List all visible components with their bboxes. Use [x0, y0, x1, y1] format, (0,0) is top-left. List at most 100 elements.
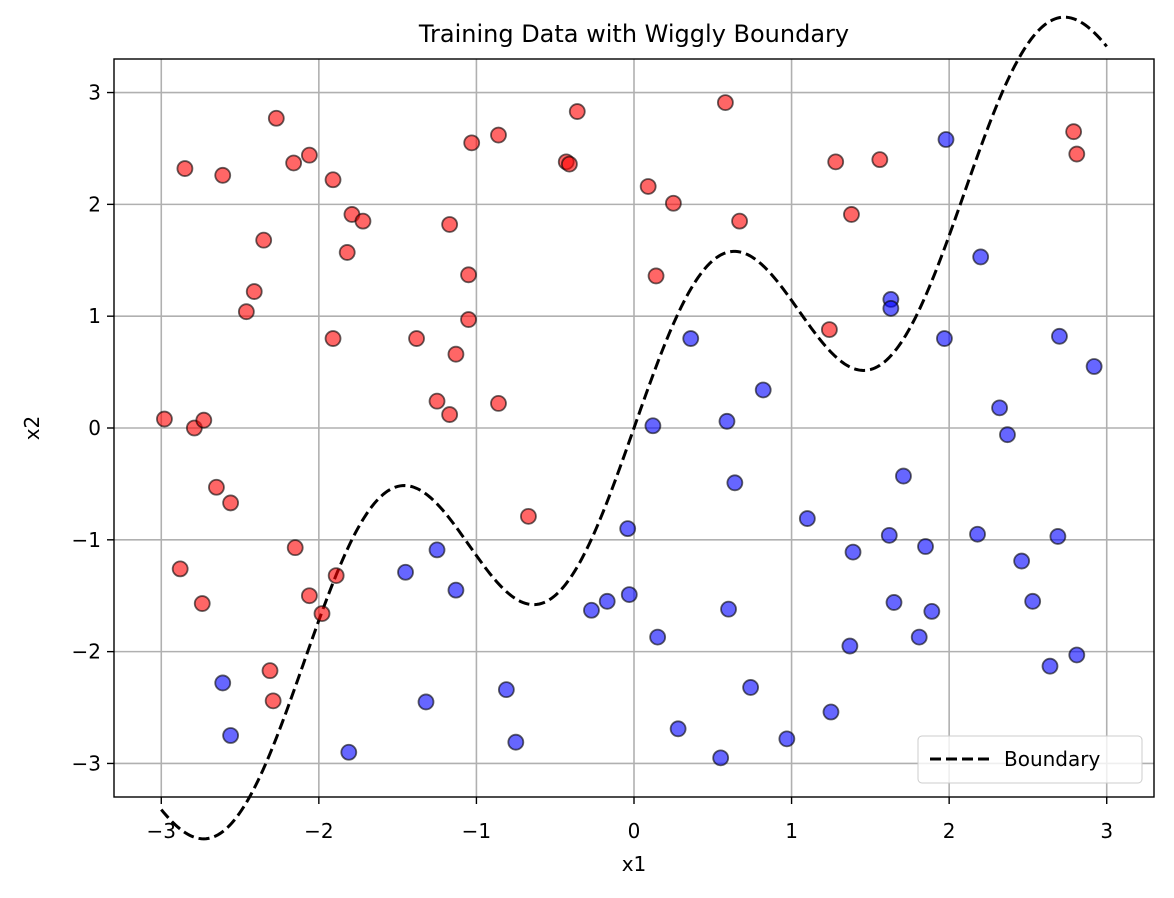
y-axis-label: x2 [20, 416, 44, 441]
x-tick-label: 2 [943, 819, 956, 843]
y-tick-label: 0 [88, 416, 101, 440]
legend-boundary-label: Boundary [1004, 747, 1100, 771]
x-tick-label: −1 [462, 819, 491, 843]
legend-box [917, 735, 1143, 784]
data-point-blue [1024, 592, 1042, 610]
data-point-blue [644, 417, 662, 435]
data-point-red [300, 146, 318, 164]
data-point-red [261, 662, 279, 680]
y-tick-label: 2 [88, 192, 101, 216]
data-point-blue [882, 299, 900, 317]
y-tick-label: −1 [72, 528, 101, 552]
data-point-red [313, 605, 331, 623]
x-tick-label: 3 [1100, 819, 1113, 843]
y-tick-label: −3 [72, 751, 101, 775]
x-tick-label: −3 [147, 819, 176, 843]
data-point-blue [720, 600, 737, 618]
data-point-red [195, 411, 213, 429]
data-point-blue [1085, 358, 1103, 375]
data-point-blue [972, 248, 990, 266]
y-tick-label: 3 [88, 81, 101, 105]
data-point-blue [917, 538, 934, 555]
data-point-red [338, 244, 356, 261]
data-point-blue [649, 628, 667, 646]
data-point-red [827, 153, 845, 171]
data-point-blue [1051, 327, 1068, 345]
data-point-red [171, 560, 189, 578]
data-point-blue [923, 602, 941, 620]
x-axis-label: x1 [622, 852, 647, 876]
data-point-blue [447, 581, 465, 599]
data-point-red [441, 216, 459, 233]
data-point-red [324, 171, 342, 189]
data-point-red [568, 103, 586, 120]
data-point-red [208, 478, 225, 496]
data-point-blue [620, 586, 638, 604]
data-point-red [490, 126, 507, 144]
data-point-blue [822, 703, 840, 721]
data-point-blue [583, 601, 600, 619]
data-point-red [156, 410, 173, 428]
data-point-blue [712, 749, 730, 767]
data-point-red [843, 206, 860, 223]
data-point-red [327, 567, 345, 584]
data-point-blue [844, 543, 862, 561]
data-point-blue [669, 720, 687, 738]
data-point-blue [754, 381, 772, 399]
data-point-red [647, 267, 665, 285]
data-point-red [560, 155, 578, 173]
data-point-red [324, 330, 342, 347]
data-point-blue [340, 743, 358, 761]
data-point-blue [222, 727, 240, 744]
data-point-red [267, 109, 285, 127]
data-point-red [731, 212, 748, 230]
x-tick-label: 1 [785, 819, 798, 843]
data-point-red [408, 330, 425, 347]
data-point-blue [798, 510, 816, 527]
data-point-blue [417, 693, 435, 711]
data-point-red [716, 94, 734, 112]
data-point-red [176, 160, 194, 177]
data-point-red [460, 266, 477, 284]
data-point-red [245, 283, 263, 300]
data-point-red [193, 595, 211, 612]
data-point-red [463, 134, 481, 152]
data-point-red [222, 494, 240, 512]
data-point-blue [726, 474, 744, 492]
data-point-blue [895, 467, 912, 485]
data-point-red [1065, 123, 1083, 141]
data-point-red [300, 587, 318, 605]
points-layer [156, 94, 1103, 767]
data-point-red [664, 194, 682, 212]
data-point-blue [598, 592, 616, 610]
data-point-blue [682, 330, 700, 347]
data-point-blue [507, 733, 525, 751]
data-point-red [214, 166, 232, 184]
data-point-red [460, 311, 477, 328]
data-point-red [428, 392, 446, 410]
y-tick-label: 1 [88, 304, 101, 328]
data-point-red [237, 303, 255, 321]
data-point-blue [991, 399, 1008, 417]
data-point-blue [910, 628, 928, 646]
chart-title: Training Data with Wiggly Boundary [418, 20, 849, 48]
data-point-red [447, 345, 465, 363]
x-tick-label: −2 [304, 819, 333, 843]
x-tick-label: 0 [628, 819, 641, 843]
data-point-red [520, 507, 537, 525]
data-point-red [639, 178, 657, 195]
x-ticks: −3 −2 −1 0 1 2 3 [147, 797, 1113, 843]
data-point-blue [1013, 552, 1031, 570]
data-point-red [871, 151, 889, 169]
data-point-red [490, 394, 507, 412]
data-point-blue [397, 563, 414, 581]
legend: Boundary [917, 735, 1143, 784]
data-point-red [255, 231, 273, 249]
data-point-red [820, 321, 838, 339]
data-point-red [441, 406, 459, 423]
data-point-red [285, 154, 303, 172]
data-point-blue [1041, 657, 1059, 675]
data-point-red [264, 692, 282, 710]
data-point-blue [214, 674, 232, 692]
